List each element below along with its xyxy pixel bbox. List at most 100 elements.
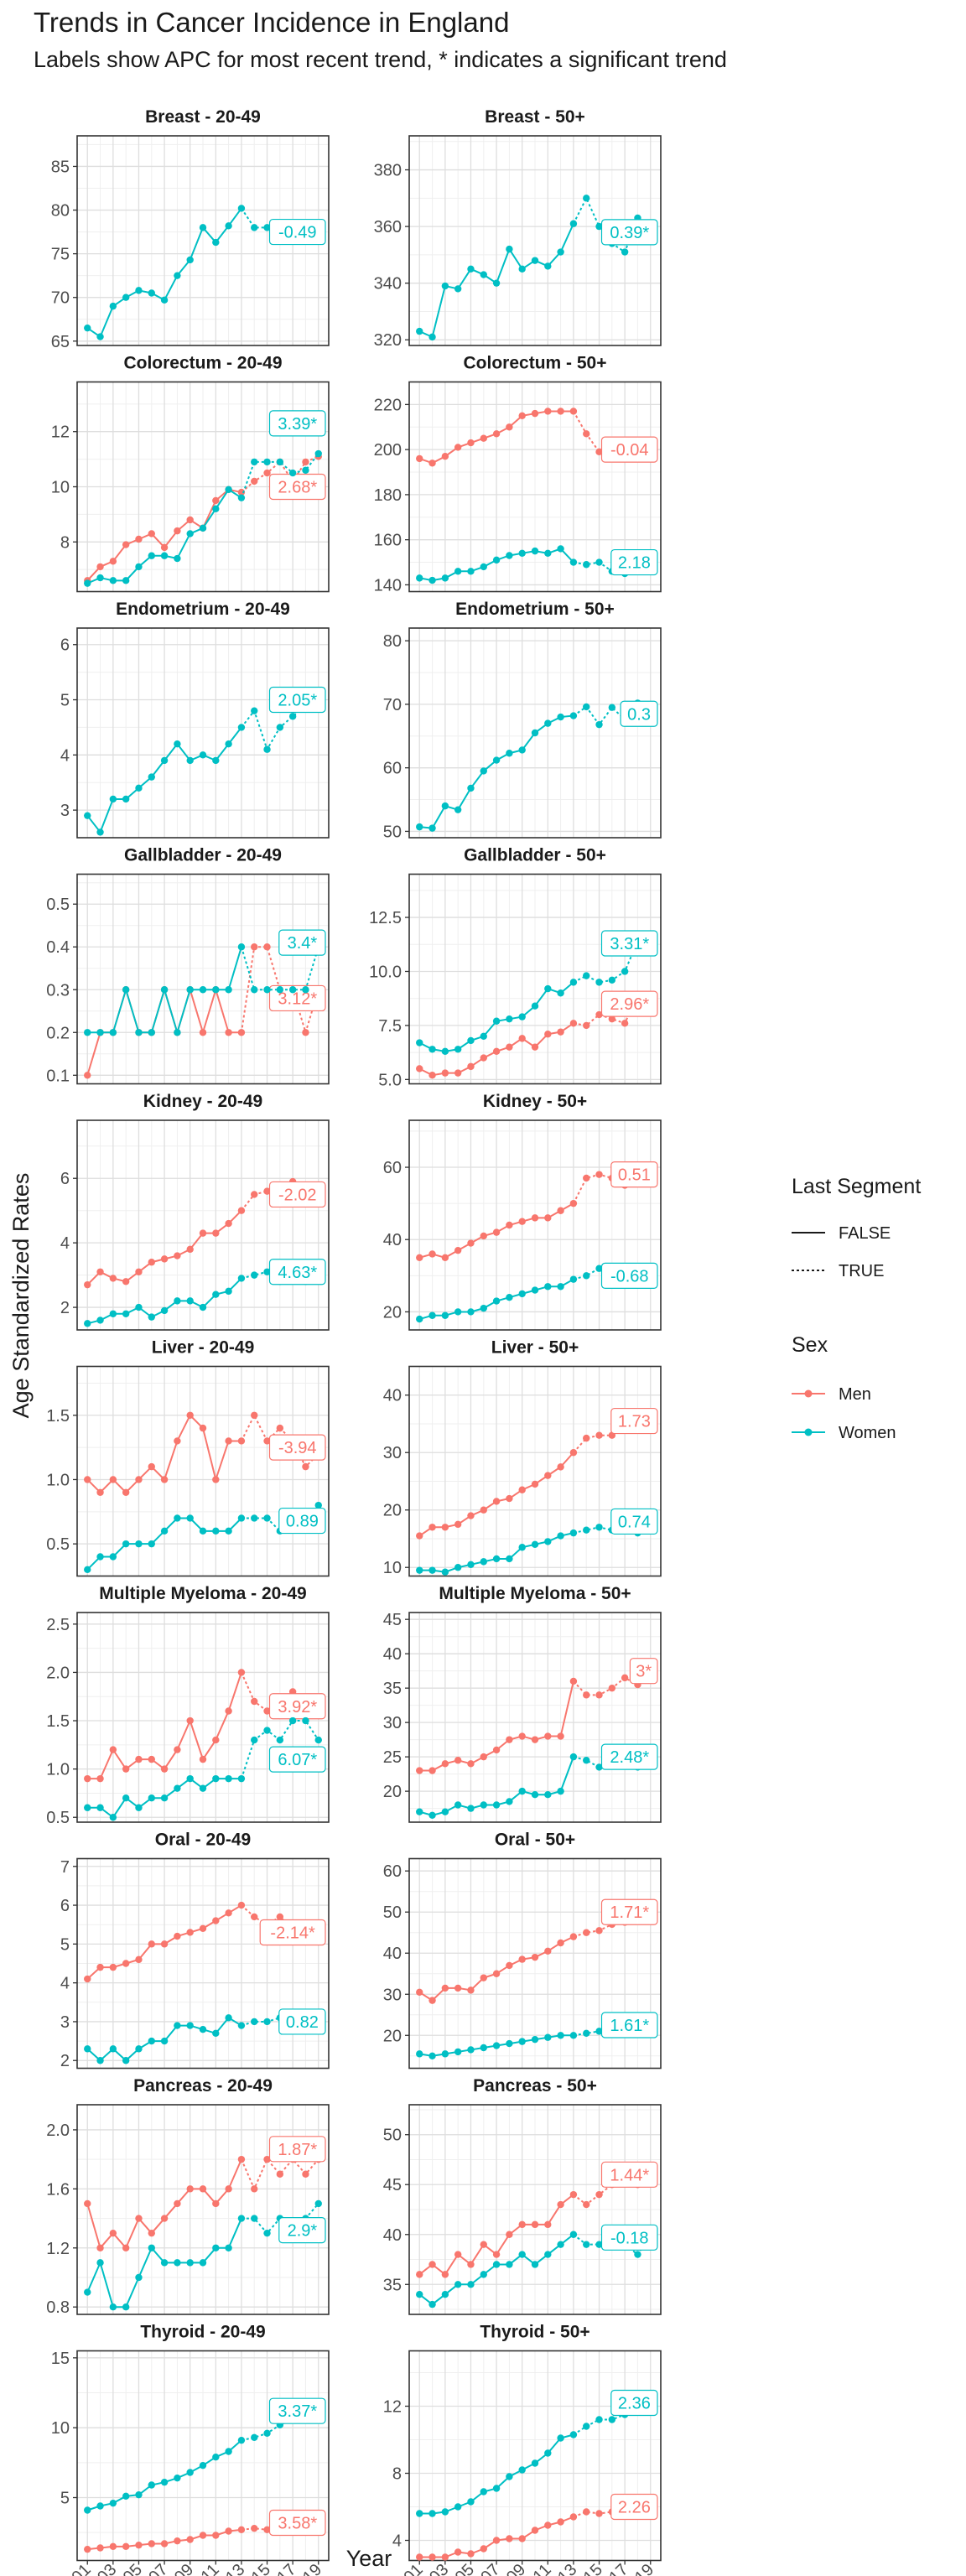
data-point-women — [314, 449, 322, 458]
data-point-men — [441, 453, 449, 460]
data-point-women — [160, 986, 169, 994]
apc-label: 3.12* — [278, 989, 317, 1008]
data-point-men — [454, 1520, 462, 1529]
y-tick-label: 4 — [60, 1975, 70, 1993]
data-point-women — [148, 773, 155, 781]
panel-title: Gallbladder - 50+ — [464, 846, 606, 865]
data-point-women — [531, 729, 539, 737]
data-point-men — [506, 2231, 513, 2238]
data-point-women — [583, 2029, 590, 2038]
data-point-women — [569, 1275, 578, 1283]
data-point-women — [263, 986, 271, 994]
panel-title: Oral - 50+ — [495, 1831, 575, 1850]
data-point-women — [454, 1801, 462, 1809]
apc-label-box — [268, 1181, 326, 1208]
data-point-men — [122, 1765, 130, 1773]
data-point-men — [428, 1250, 436, 1258]
data-point-women — [441, 1808, 449, 1815]
data-point-men — [109, 1746, 117, 1753]
data-point-women — [492, 1555, 501, 1563]
data-point-women — [186, 1514, 194, 1522]
panel-oral-20-49: Oral - 20-49 2 3 4 5 6 7 -2.14* 0.82 — [60, 1831, 330, 2070]
apc-label: -0.04 — [610, 441, 649, 460]
data-point-women — [148, 552, 155, 559]
y-tick-label: 65 — [51, 333, 70, 351]
data-point-women — [608, 2416, 616, 2423]
data-point-women — [122, 1310, 130, 1317]
data-point-women — [212, 1527, 220, 1535]
data-point-men — [416, 2553, 423, 2561]
data-point-men — [480, 2241, 487, 2248]
apc-label-box — [610, 1508, 658, 1535]
data-point-women — [544, 2251, 552, 2258]
data-point-women — [174, 1514, 181, 1522]
data-point-women — [237, 494, 246, 501]
data-point-women — [199, 2461, 207, 2470]
data-point-men — [467, 1512, 475, 1519]
data-point-men — [544, 2521, 552, 2529]
data-point-men — [416, 1988, 423, 1997]
data-point-men — [225, 2527, 232, 2535]
data-point-men — [237, 1669, 246, 1676]
data-point-women — [506, 2261, 513, 2268]
data-point-women — [186, 756, 194, 765]
y-tick-label: 40 — [383, 1387, 402, 1405]
apc-label-box — [268, 1693, 326, 1720]
apc-label-box — [600, 2012, 658, 2038]
data-point-men — [595, 1010, 603, 1019]
data-point-women — [135, 1029, 143, 1036]
panel-thyroid-20-49: Thyroid - 20-49510153.58*3.37*2001200320… — [51, 2323, 330, 2576]
data-point-women — [263, 745, 271, 753]
data-point-women — [467, 568, 475, 575]
legend-title-last-segment: Last Segment — [792, 1175, 921, 1198]
data-point-men — [212, 2199, 220, 2208]
data-point-women — [148, 1794, 155, 1802]
data-point-men — [122, 541, 130, 548]
y-tick-label: 220 — [374, 396, 402, 414]
data-point-men — [454, 444, 462, 451]
data-point-men — [454, 2548, 462, 2556]
panel-pancreas-20-49: Pancreas - 20-49 0.8 1.2 1.6 2.0 1.87* 2.9* — [46, 2076, 330, 2317]
y-tick-label: 20 — [383, 1502, 402, 1520]
y-tick-label: 45 — [383, 1611, 402, 1629]
data-point-men — [506, 1221, 513, 1229]
data-point-men — [212, 1229, 220, 1237]
data-point-women — [109, 2045, 117, 2053]
apc-label: -2.14* — [270, 1924, 315, 1942]
data-point-women — [276, 1736, 284, 1744]
panel-border — [76, 1365, 330, 1577]
y-tick-label: 30 — [383, 1986, 402, 2004]
data-point-women — [96, 1029, 104, 1036]
apc-label-box — [600, 219, 658, 246]
apc-label-box — [268, 2509, 326, 2537]
apc-label: 0.89 — [286, 1513, 319, 1531]
data-point-women — [225, 2014, 232, 2022]
apc-label: 1.87* — [278, 2141, 317, 2159]
data-point-women — [518, 1544, 526, 1551]
data-point-men — [186, 2536, 194, 2543]
data-point-men — [237, 1029, 246, 1036]
data-point-men — [569, 2513, 578, 2521]
data-point-women — [84, 1566, 91, 1574]
data-point-men — [199, 1755, 207, 1763]
data-point-women — [557, 2032, 564, 2039]
apc-label-box — [268, 984, 326, 1012]
y-tick-label: 12 — [51, 423, 70, 442]
data-point-men — [531, 1214, 539, 1222]
apc-label-box — [268, 1434, 326, 1461]
data-point-men — [135, 2215, 143, 2222]
data-point-men — [251, 1913, 258, 1921]
apc-label: 3* — [636, 1663, 652, 1681]
data-point-men — [492, 430, 501, 438]
data-point-men — [135, 2541, 143, 2549]
data-point-women — [276, 724, 284, 731]
data-point-women — [263, 2429, 271, 2438]
panel-title: Liver - 20-49 — [152, 1338, 255, 1358]
data-point-women — [569, 1753, 578, 1761]
data-point-men — [467, 1760, 475, 1768]
data-point-men — [276, 1913, 284, 1921]
panel-title: Kidney - 50+ — [483, 1092, 587, 1111]
data-point-women — [186, 1774, 194, 1783]
panel-border — [408, 627, 662, 839]
data-point-men — [480, 1506, 487, 1514]
